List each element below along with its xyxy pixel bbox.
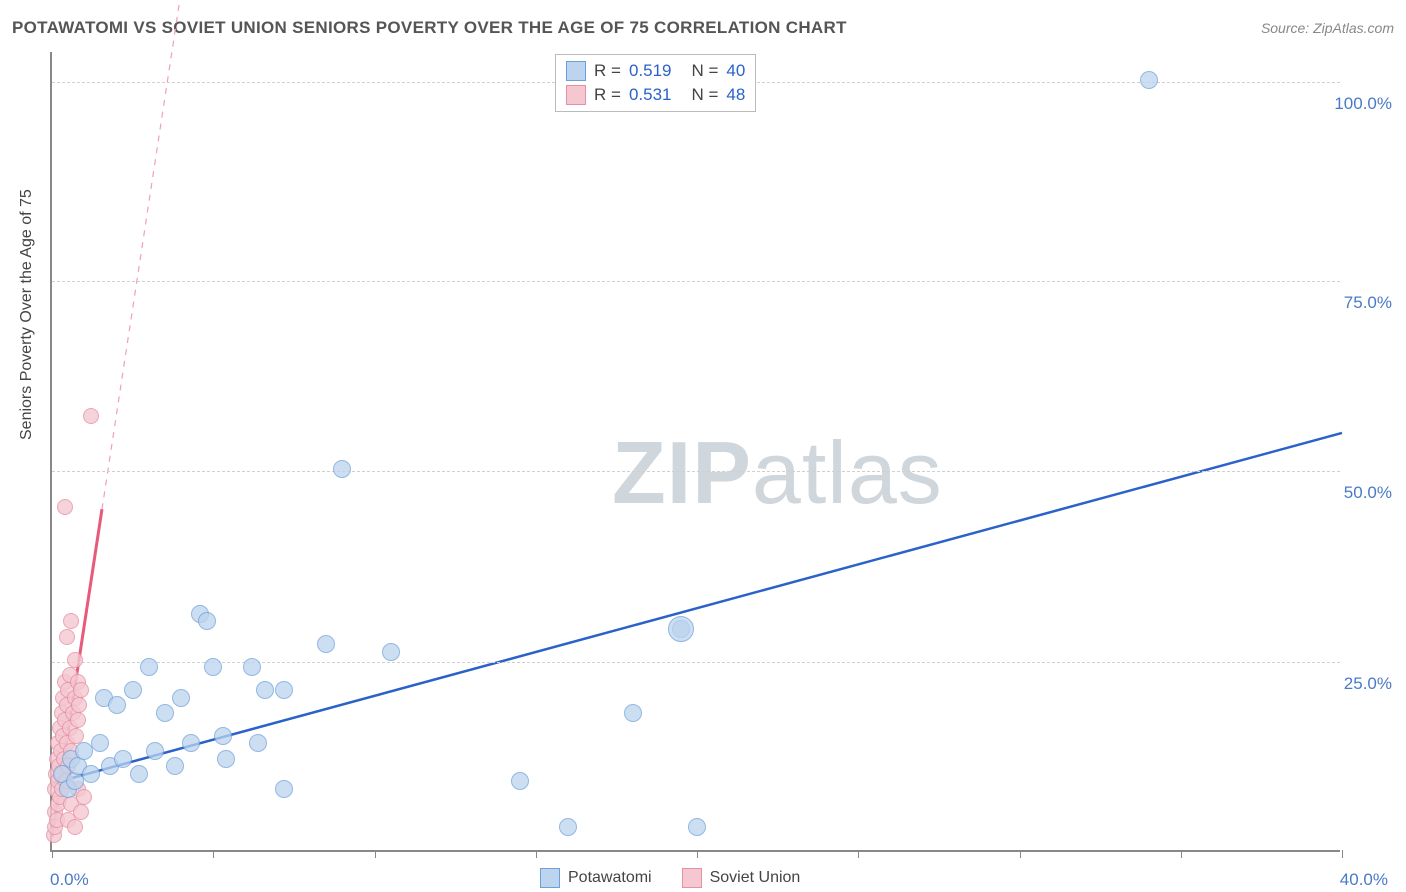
y-axis-label: Seniors Poverty Over the Age of 75 <box>18 189 36 440</box>
potawatomi-point <box>156 704 174 722</box>
gridline <box>52 281 1340 282</box>
legend-row: R = 0.519 N = 40 <box>566 59 745 83</box>
potawatomi-point <box>317 635 335 653</box>
potawatomi-point <box>624 704 642 722</box>
x-tick <box>858 850 859 858</box>
potawatomi-point <box>114 750 132 768</box>
trend-line <box>102 0 186 509</box>
soviet-point <box>63 613 79 629</box>
x-tick <box>375 850 376 858</box>
potawatomi-point <box>204 658 222 676</box>
potawatomi-point <box>1140 71 1158 89</box>
legend-r-label: R = <box>594 85 621 105</box>
x-tick <box>213 850 214 858</box>
legend-r-value: 0.531 <box>629 85 672 105</box>
potawatomi-point-large <box>668 616 694 642</box>
legend-series-item: Soviet Union <box>682 868 801 888</box>
potawatomi-point <box>172 689 190 707</box>
legend-swatch <box>566 85 586 105</box>
watermark-light: atlas <box>752 423 943 522</box>
legend-n-value: 48 <box>726 85 745 105</box>
trend-line <box>52 433 1342 783</box>
chart-title: POTAWATOMI VS SOVIET UNION SENIORS POVER… <box>12 18 847 38</box>
potawatomi-point <box>243 658 261 676</box>
legend-swatch <box>540 868 560 888</box>
legend-series: Potawatomi Soviet Union <box>540 868 800 888</box>
potawatomi-point <box>146 742 164 760</box>
legend-series-label: Potawatomi <box>568 869 652 887</box>
watermark: ZIPatlas <box>612 422 943 524</box>
legend-swatch <box>682 868 702 888</box>
potawatomi-point <box>217 750 235 768</box>
gridline <box>52 471 1340 472</box>
potawatomi-point <box>91 734 109 752</box>
soviet-point <box>76 789 92 805</box>
x-end-label: 40.0% <box>1340 870 1388 890</box>
potawatomi-point <box>214 727 232 745</box>
potawatomi-point <box>256 681 274 699</box>
potawatomi-point <box>198 612 216 630</box>
potawatomi-point <box>275 681 293 699</box>
y-tick-label: 100.0% <box>1334 94 1392 114</box>
legend-n-label: N = <box>691 85 718 105</box>
soviet-point <box>57 499 73 515</box>
soviet-point <box>70 712 86 728</box>
soviet-point <box>73 804 89 820</box>
y-tick-label: 50.0% <box>1344 483 1392 503</box>
potawatomi-point <box>333 460 351 478</box>
potawatomi-point <box>108 696 126 714</box>
potawatomi-point <box>124 681 142 699</box>
x-tick <box>1342 850 1343 858</box>
legend-series-item: Potawatomi <box>540 868 652 888</box>
potawatomi-point <box>511 772 529 790</box>
potawatomi-point <box>166 757 184 775</box>
y-tick-label: 25.0% <box>1344 674 1392 694</box>
x-tick <box>536 850 537 858</box>
watermark-bold: ZIP <box>612 423 752 522</box>
potawatomi-point <box>275 780 293 798</box>
legend-row: R = 0.531 N = 48 <box>566 83 745 107</box>
potawatomi-point <box>559 818 577 836</box>
soviet-point <box>67 652 83 668</box>
chart-header: POTAWATOMI VS SOVIET UNION SENIORS POVER… <box>12 18 1394 38</box>
potawatomi-point <box>182 734 200 752</box>
potawatomi-point <box>140 658 158 676</box>
potawatomi-point <box>382 643 400 661</box>
soviet-point <box>59 629 75 645</box>
x-tick <box>697 850 698 858</box>
soviet-point <box>73 682 89 698</box>
soviet-point <box>71 697 87 713</box>
legend-swatch <box>566 61 586 81</box>
legend-series-label: Soviet Union <box>710 869 801 887</box>
x-tick <box>52 850 53 858</box>
legend-r-label: R = <box>594 61 621 81</box>
legend-n-label: N = <box>691 61 718 81</box>
potawatomi-point <box>130 765 148 783</box>
x-origin-label: 0.0% <box>50 870 89 890</box>
soviet-point <box>83 408 99 424</box>
x-tick <box>1020 850 1021 858</box>
legend-r-value: 0.519 <box>629 61 672 81</box>
potawatomi-point <box>688 818 706 836</box>
potawatomi-point <box>82 765 100 783</box>
y-tick-label: 75.0% <box>1344 293 1392 313</box>
plot-area: ZIPatlas <box>50 52 1340 852</box>
x-tick <box>1181 850 1182 858</box>
soviet-point <box>67 819 83 835</box>
legend-correlation: R = 0.519 N = 40 R = 0.531 N = 48 <box>555 54 756 112</box>
trend-lines-layer <box>52 52 1340 850</box>
legend-n-value: 40 <box>726 61 745 81</box>
source-attribution: Source: ZipAtlas.com <box>1261 20 1394 36</box>
potawatomi-point <box>249 734 267 752</box>
